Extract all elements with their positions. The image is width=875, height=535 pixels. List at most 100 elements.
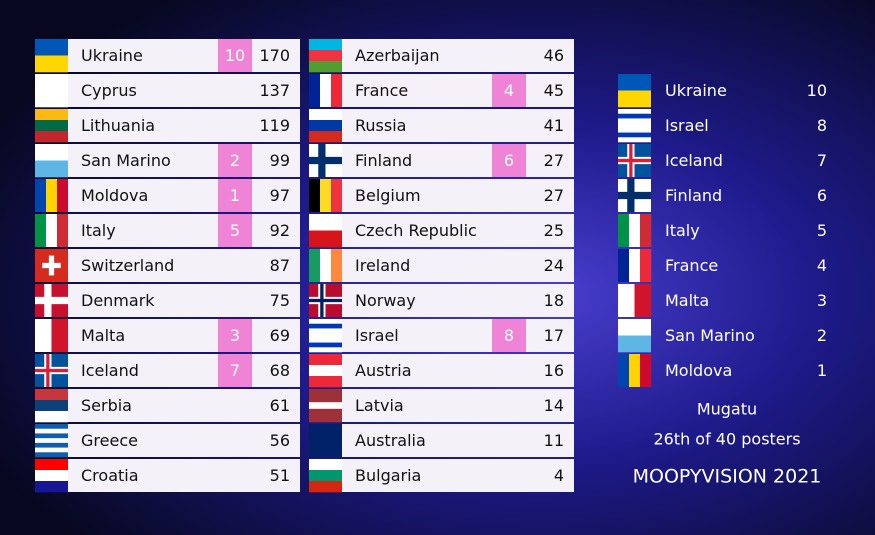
flag-stripe [35, 131, 68, 143]
flag-stripe [309, 109, 342, 121]
country-name: Israel [355, 326, 399, 345]
flag [35, 74, 68, 108]
flag [618, 354, 652, 387]
flag-stripe [320, 74, 332, 107]
total-score: 69 [270, 326, 290, 345]
flag [35, 39, 68, 73]
row-panel [68, 144, 300, 177]
flag-stripe [309, 376, 342, 388]
row-panel [68, 354, 300, 387]
total-score: 61 [270, 396, 290, 415]
flag-stripe [309, 249, 321, 282]
flag-stripe [46, 214, 58, 247]
points-badge [218, 144, 252, 177]
flag-stripe [51, 319, 69, 352]
row-panel [342, 249, 574, 282]
flag-stripe [35, 433, 68, 439]
country-name: San Marino [81, 151, 171, 170]
vote-country: Finland [665, 186, 722, 205]
flag-stripe [309, 470, 342, 482]
flag [309, 39, 342, 73]
flag [309, 319, 342, 353]
points-received: 8 [504, 326, 514, 345]
flag-stripe [35, 447, 68, 453]
total-score: 14 [544, 396, 564, 415]
country-name: Ukraine [81, 46, 143, 65]
flag-stripe [35, 459, 68, 471]
flag-stripe [35, 442, 68, 448]
vote-points: 10 [807, 81, 827, 100]
country-name: Iceland [81, 361, 139, 380]
flag-stripe [331, 74, 343, 107]
flag [618, 214, 652, 247]
flag-stripe [331, 249, 343, 282]
flag [309, 424, 342, 458]
vote-points: 6 [817, 186, 827, 205]
flag-cross [618, 158, 651, 163]
points-badge [218, 39, 252, 72]
vote-points: 8 [817, 116, 827, 135]
country-name: Latvia [355, 396, 404, 415]
points-received: 10 [225, 46, 245, 65]
flag-cross [35, 368, 68, 373]
flag-stripe [309, 354, 342, 366]
flag-stripe [35, 179, 47, 212]
vote-points: 2 [817, 326, 827, 345]
flag [309, 284, 342, 317]
flag-stripe [618, 74, 651, 91]
flag-stripe [309, 365, 342, 377]
flag-stripe [35, 452, 68, 458]
flag-stripe [35, 428, 68, 434]
vote-country: Israel [665, 116, 709, 135]
flag-stripe [629, 249, 641, 282]
total-score: 75 [270, 291, 290, 310]
row-panel [342, 354, 574, 387]
total-score: 41 [544, 116, 564, 135]
flag-stripe [309, 214, 342, 231]
flag-stripe [35, 74, 68, 108]
flag-stripe [35, 214, 47, 247]
flag [35, 144, 68, 178]
flag-stripe [309, 347, 342, 353]
total-score: 11 [544, 431, 564, 450]
country-name: Cyprus [81, 81, 137, 100]
flag-stripe [618, 127, 651, 133]
country-name: Azerbaijan [355, 46, 440, 65]
flag [309, 389, 342, 423]
flag-stripe [331, 179, 343, 212]
vote-country: Iceland [665, 151, 723, 170]
row-panel [68, 284, 300, 317]
row-panel [342, 144, 574, 177]
flag-stripe [309, 459, 342, 471]
row-panel [68, 319, 300, 352]
total-score: 18 [544, 291, 564, 310]
total-score: 92 [270, 221, 290, 240]
flag [618, 74, 651, 108]
row-panel [68, 39, 300, 72]
row-panel [342, 424, 574, 457]
country-name: Norway [355, 291, 416, 310]
row-panel [342, 459, 574, 492]
flag-stripe [57, 214, 69, 247]
total-score: 16 [544, 361, 564, 380]
flag [35, 249, 68, 282]
flag [35, 354, 68, 387]
row-panel [342, 284, 574, 317]
vote-country: France [665, 256, 718, 275]
country-name: Lithuania [81, 116, 155, 135]
row-panel [68, 74, 300, 107]
total-score: 137 [259, 81, 290, 100]
flag-stripe [309, 408, 342, 416]
row-panel [342, 179, 574, 212]
points-received: 3 [230, 326, 240, 345]
poster-rank: 26th of 40 posters [653, 430, 800, 449]
points-badge [218, 214, 252, 247]
flag [35, 389, 68, 423]
flag-stripe [618, 284, 635, 317]
flag-stripe [309, 131, 342, 143]
flag [309, 459, 342, 493]
vote-points: 3 [817, 291, 827, 310]
total-score: 17 [544, 326, 564, 345]
flag-stripe [35, 120, 68, 132]
flag [35, 214, 69, 247]
